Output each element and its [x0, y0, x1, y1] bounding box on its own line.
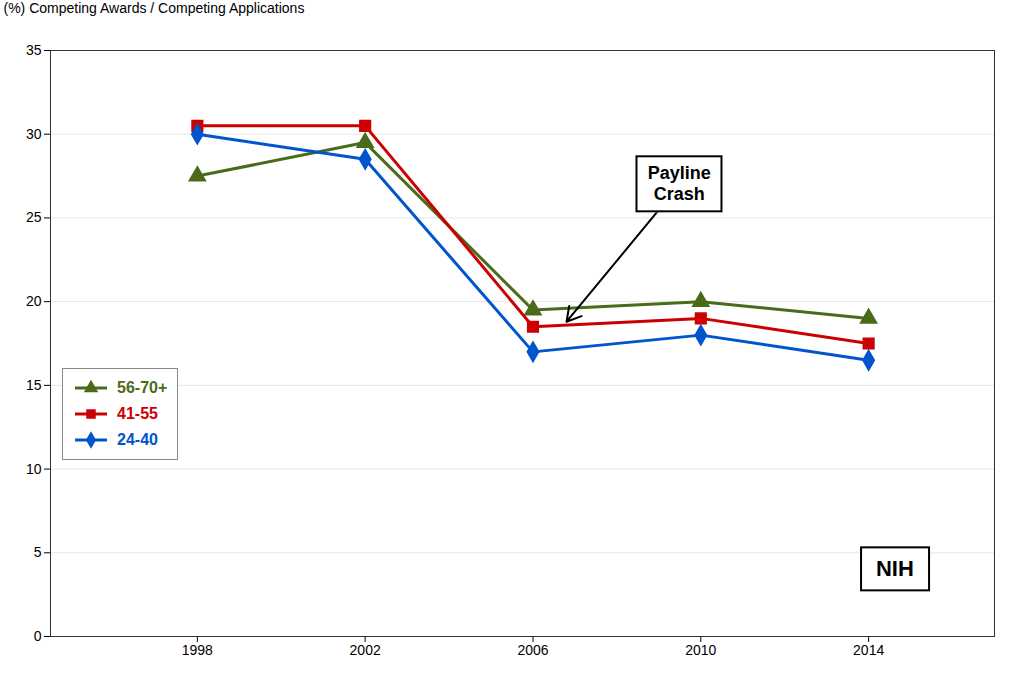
svg-text:15: 15	[26, 377, 42, 393]
svg-text:10: 10	[26, 461, 42, 477]
svg-text:5: 5	[34, 544, 42, 560]
svg-text:20: 20	[26, 293, 42, 309]
html-text:NIH: NIH	[875, 556, 914, 581]
html-text:Payline Crash: Payline Crash	[647, 163, 711, 204]
svg-text:30: 30	[26, 126, 42, 142]
svg-text:35: 35	[26, 42, 42, 58]
html-text:24-40: 24-40	[117, 431, 158, 449]
svg-text:2010: 2010	[685, 642, 716, 658]
svg-text:2014: 2014	[853, 642, 884, 658]
svg-text:2006: 2006	[517, 642, 548, 658]
svg-text:25: 25	[26, 209, 42, 225]
html-text:56-70+: 56-70+	[117, 379, 168, 397]
svg-text:0: 0	[34, 628, 42, 644]
svg-text:(%) Competing Awards / Competi: (%) Competing Awards / Competing Applica…	[4, 0, 305, 16]
html-text:41-55: 41-55	[117, 405, 158, 423]
svg-text:2002: 2002	[350, 642, 381, 658]
svg-text:1998: 1998	[182, 642, 213, 658]
